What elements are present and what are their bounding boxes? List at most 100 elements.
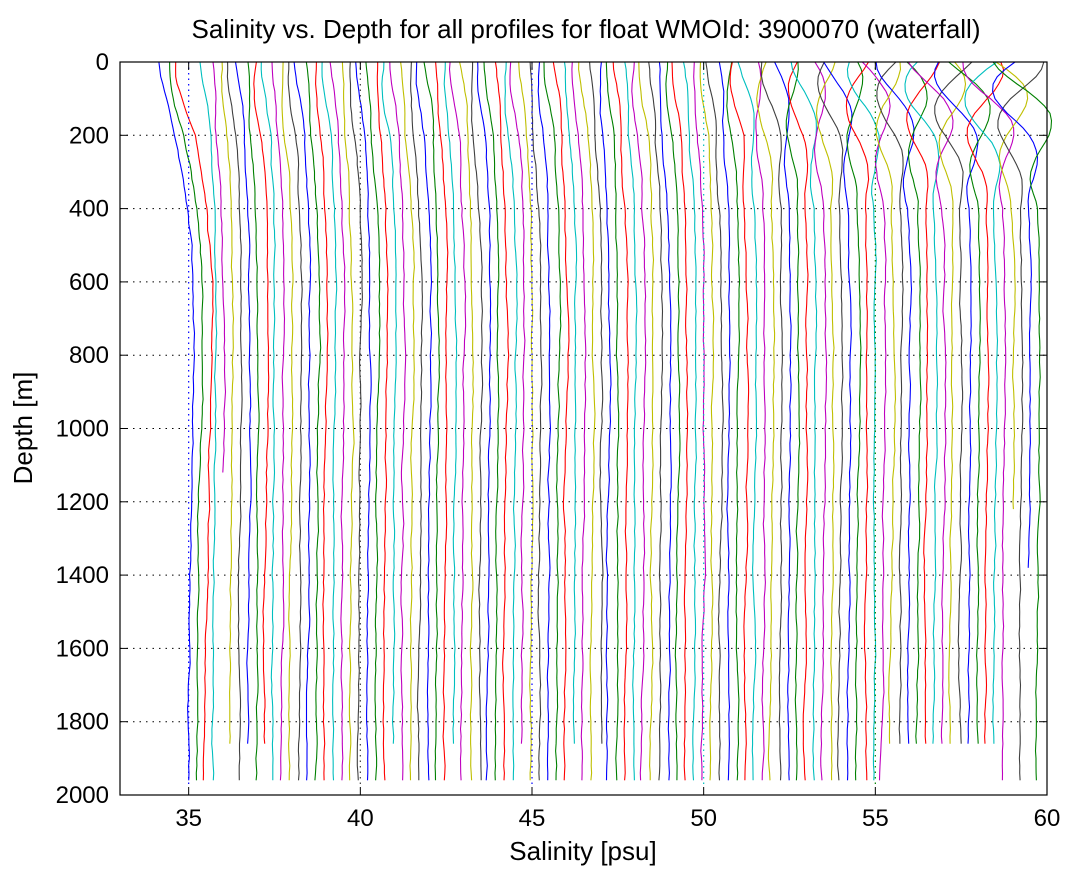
y-axis-title: Depth [m]	[8, 372, 38, 485]
profile-line-61	[693, 61, 707, 781]
y-tick-label-800: 800	[69, 342, 109, 369]
profile-line-34	[459, 61, 474, 781]
profile-line-51	[605, 61, 620, 781]
profile-line-98	[997, 61, 1045, 781]
profile-line-7	[226, 61, 243, 781]
profile-line-62	[699, 61, 715, 781]
profile-line-68	[755, 61, 766, 781]
x-tick-label-50: 50	[690, 805, 717, 832]
profile-line-75	[813, 61, 828, 781]
profile-line-31	[435, 61, 449, 781]
x-axis-title: Salinity [psu]	[509, 836, 656, 866]
profile-line-58	[665, 61, 681, 781]
profile-line-41	[518, 61, 534, 781]
profile-line-74	[790, 61, 818, 781]
profile-line-14	[287, 62, 303, 781]
profile-line-12	[271, 61, 286, 781]
profile-line-86	[906, 61, 928, 744]
profile-line-60	[682, 61, 697, 781]
x-tick-label-35: 35	[175, 805, 202, 832]
profile-line-99	[992, 61, 1039, 568]
profile-line-13	[281, 61, 294, 781]
profile-line-27	[400, 61, 415, 781]
profile-line-100	[992, 61, 1053, 781]
profile-line-95	[964, 61, 1001, 744]
profile-line-2	[169, 61, 204, 781]
profile-line-32	[443, 61, 458, 744]
profile-line-78	[823, 61, 853, 781]
profile-line-3	[175, 61, 214, 781]
profile-series	[158, 61, 1053, 781]
profile-line-97	[995, 61, 1029, 510]
profile-line-38	[494, 61, 510, 781]
profile-line-20	[341, 61, 355, 781]
profile-line-18	[321, 61, 338, 781]
profile-line-73	[787, 61, 809, 781]
profile-line-70	[760, 61, 783, 781]
profile-line-54	[631, 61, 647, 781]
y-tick-label-1600: 1600	[56, 635, 109, 662]
profile-line-71	[774, 61, 792, 781]
profile-line-56	[648, 61, 664, 781]
profile-line-90	[938, 61, 967, 744]
x-tick-label-45: 45	[519, 805, 546, 832]
profile-line-63	[705, 61, 724, 781]
profile-line-83	[875, 61, 902, 744]
profile-line-66	[729, 61, 750, 781]
profile-line-59	[671, 61, 689, 781]
chart-title: Salinity vs. Depth for all profiles for …	[192, 14, 981, 44]
x-tick-label-60: 60	[1034, 805, 1061, 832]
profile-line-84	[876, 61, 904, 744]
y-tick-label-1200: 1200	[56, 489, 109, 516]
y-tick-label-1400: 1400	[56, 562, 109, 589]
profile-line-82	[861, 61, 891, 781]
profile-line-87	[906, 61, 940, 744]
profile-line-1	[158, 61, 196, 781]
x-tick-label-40: 40	[347, 805, 374, 832]
profile-line-67	[737, 61, 758, 781]
profile-line-93	[948, 61, 991, 744]
y-tick-label-0: 0	[96, 49, 109, 76]
profile-line-8	[234, 61, 252, 744]
profile-line-44	[543, 61, 562, 781]
profile-line-45	[552, 61, 570, 781]
y-tick-label-1800: 1800	[56, 709, 109, 736]
y-tick-label-200: 200	[69, 122, 109, 149]
profile-line-17	[315, 61, 329, 781]
profile-line-23	[365, 61, 381, 781]
profile-line-19	[329, 61, 346, 781]
profile-line-6	[220, 61, 235, 744]
y-tick-label-2000: 2000	[56, 782, 109, 809]
profile-line-91	[934, 61, 973, 744]
profile-line-39	[504, 61, 518, 781]
profile-line-76	[815, 61, 836, 781]
profile-line-22	[355, 61, 372, 781]
profile-line-55	[638, 61, 655, 781]
y-tick-label-600: 600	[69, 269, 109, 296]
profile-line-80	[845, 61, 870, 781]
profile-line-46	[563, 61, 578, 744]
profile-line-33	[448, 61, 467, 781]
profile-line-4	[199, 61, 218, 781]
profile-line-36	[476, 61, 492, 781]
profile-line-65	[726, 61, 741, 781]
profile-line-40	[509, 61, 526, 744]
profile-line-26	[389, 61, 407, 781]
profile-line-47	[571, 61, 587, 781]
profile-line-16	[305, 61, 322, 781]
profile-line-77	[817, 61, 844, 781]
profile-line-28	[410, 61, 424, 781]
profile-line-81	[846, 61, 880, 781]
profile-line-48	[578, 61, 596, 781]
x-axis-ticks: 35 40 45 50 55 60	[175, 62, 1060, 832]
profile-line-92	[933, 61, 979, 744]
profile-line-52	[612, 61, 629, 781]
profile-line-30	[423, 61, 440, 781]
y-tick-label-1000: 1000	[56, 416, 109, 443]
profile-line-37	[483, 61, 500, 781]
y-axis-ticks: 0 200 400 600 800 1000 1200 1400 1600 1800 2000	[56, 49, 1047, 809]
profile-line-5	[212, 61, 227, 473]
profile-line-50	[599, 61, 612, 781]
